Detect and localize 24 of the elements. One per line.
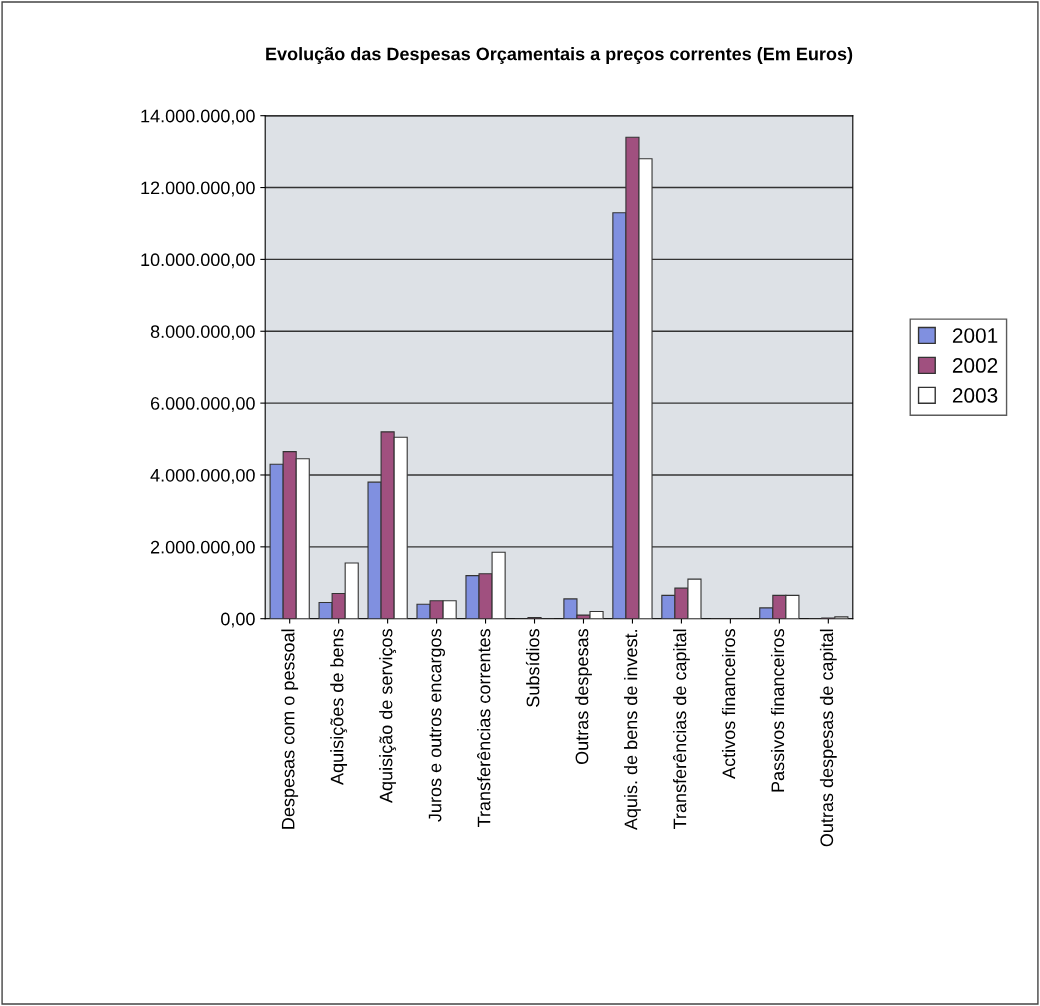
- x-tick-label: Outras despesas: [575, 629, 592, 765]
- x-tick-label: Passivos financeiros: [770, 629, 785, 792]
- legend-label: 2001: [952, 328, 998, 343]
- legend-label: 2002: [952, 358, 998, 373]
- x-tick-label: Juros e outros encargos: [428, 629, 445, 822]
- x-tick-label: Aquisição de serviços: [379, 629, 397, 803]
- y-tick-label: 8.000.000,00: [150, 325, 255, 341]
- x-tick-label: Aquis. de bens de invest.: [624, 630, 641, 831]
- y-tick-label: 2.000.000,00: [150, 540, 255, 556]
- y-tick-label: 6.000.000,00: [150, 397, 255, 412]
- x-tick-label: Subsídios: [525, 629, 540, 707]
- x-tick-label: Transferências correntes: [477, 629, 491, 828]
- y-tick-label: 12.000.000,00: [141, 181, 255, 197]
- y-tick-label: 10.000.000,00: [141, 253, 255, 269]
- x-tick-label: Transferências de capital: [672, 629, 690, 830]
- y-tick-label: 4.000.000,00: [150, 468, 255, 484]
- legend-label: 2003: [952, 388, 998, 403]
- x-tick-label: Despesas com o pessoal: [281, 629, 299, 829]
- x-tick-label: Activos financeiros: [721, 629, 736, 779]
- x-tick-label: Aquisições de bens: [330, 629, 348, 785]
- y-tick-label: 14.000.000,00: [141, 109, 255, 125]
- y-tick-label: 0,00: [221, 612, 255, 628]
- x-tick-label: Outras despesas de capital: [819, 629, 837, 847]
- chart-title: Evolução das Despesas Orçamentais a preços correntes (Em Euros): [266, 47, 853, 64]
